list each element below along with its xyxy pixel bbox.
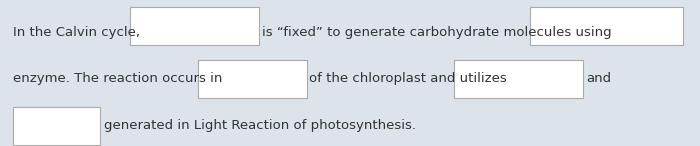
FancyBboxPatch shape: [530, 7, 682, 45]
FancyBboxPatch shape: [13, 107, 100, 145]
Text: In the Calvin cycle,: In the Calvin cycle,: [13, 26, 139, 39]
Text: is “fixed” to generate carbohydrate molecules using: is “fixed” to generate carbohydrate mole…: [262, 26, 612, 39]
FancyBboxPatch shape: [130, 7, 259, 45]
FancyBboxPatch shape: [454, 60, 583, 98]
Text: of the chloroplast and utilizes: of the chloroplast and utilizes: [309, 72, 507, 85]
Text: and: and: [587, 72, 612, 85]
FancyBboxPatch shape: [198, 60, 307, 98]
Text: enzyme. The reaction occurs in: enzyme. The reaction occurs in: [13, 72, 222, 85]
Text: generated in Light Reaction of photosynthesis.: generated in Light Reaction of photosynt…: [104, 119, 416, 132]
